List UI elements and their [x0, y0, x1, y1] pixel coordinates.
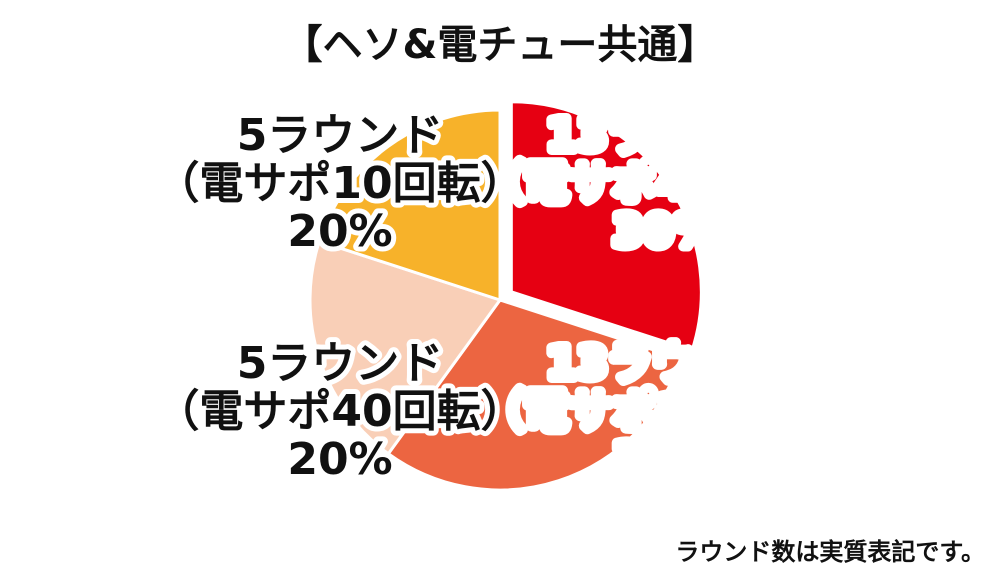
slice-label-4-line-1: 5ラウンド	[237, 110, 444, 161]
slice-label-2-line-2: （電サポ10回転）	[480, 386, 849, 437]
slice-label-1-line-2: （電サポ40回転）	[480, 158, 849, 209]
slice-labels: 13ラウンド（電サポ40回転） 30%13ラウンド（電サポ10回転） 30%5ラウン…	[150, 105, 854, 490]
slice-label-3: 5ラウンド（電サポ40回転） 20%	[155, 338, 524, 485]
pie-slice-2	[386, 298, 683, 492]
slice-label-4: 5ラウンド（電サポ10回転） 20%	[155, 110, 524, 257]
slice-label-1-line-3: 30%	[612, 206, 717, 257]
slice-label-2: 13ラウンド（電サポ10回転） 30%	[480, 338, 849, 485]
pie-slice-4	[317, 108, 502, 303]
slice-label-1-line-1: 13ラウンド	[546, 110, 783, 161]
pie-slice-1	[509, 100, 703, 353]
pie-slice-3	[308, 239, 503, 456]
slice-label-2-line-1: 13ラウンド	[546, 338, 783, 389]
slice-label-4-line-2: （電サポ10回転）	[155, 158, 524, 209]
slice-label-1: 13ラウンド（電サポ40回転） 30%	[480, 110, 849, 257]
slice-label-3-line-1: 5ラウンド	[237, 338, 444, 389]
pie-slices	[308, 100, 703, 492]
slice-label-3-line-2: （電サポ40回転）	[155, 386, 524, 437]
slice-label-4-line-3: 20%	[287, 206, 392, 257]
footnote: ラウンド数は実質表記です。	[675, 538, 985, 566]
chart-title: 【ヘソ&電チュー共通】	[283, 22, 718, 68]
slice-label-3-line-3: 20%	[287, 434, 392, 485]
slice-label-2-line-3: 30%	[612, 434, 717, 485]
